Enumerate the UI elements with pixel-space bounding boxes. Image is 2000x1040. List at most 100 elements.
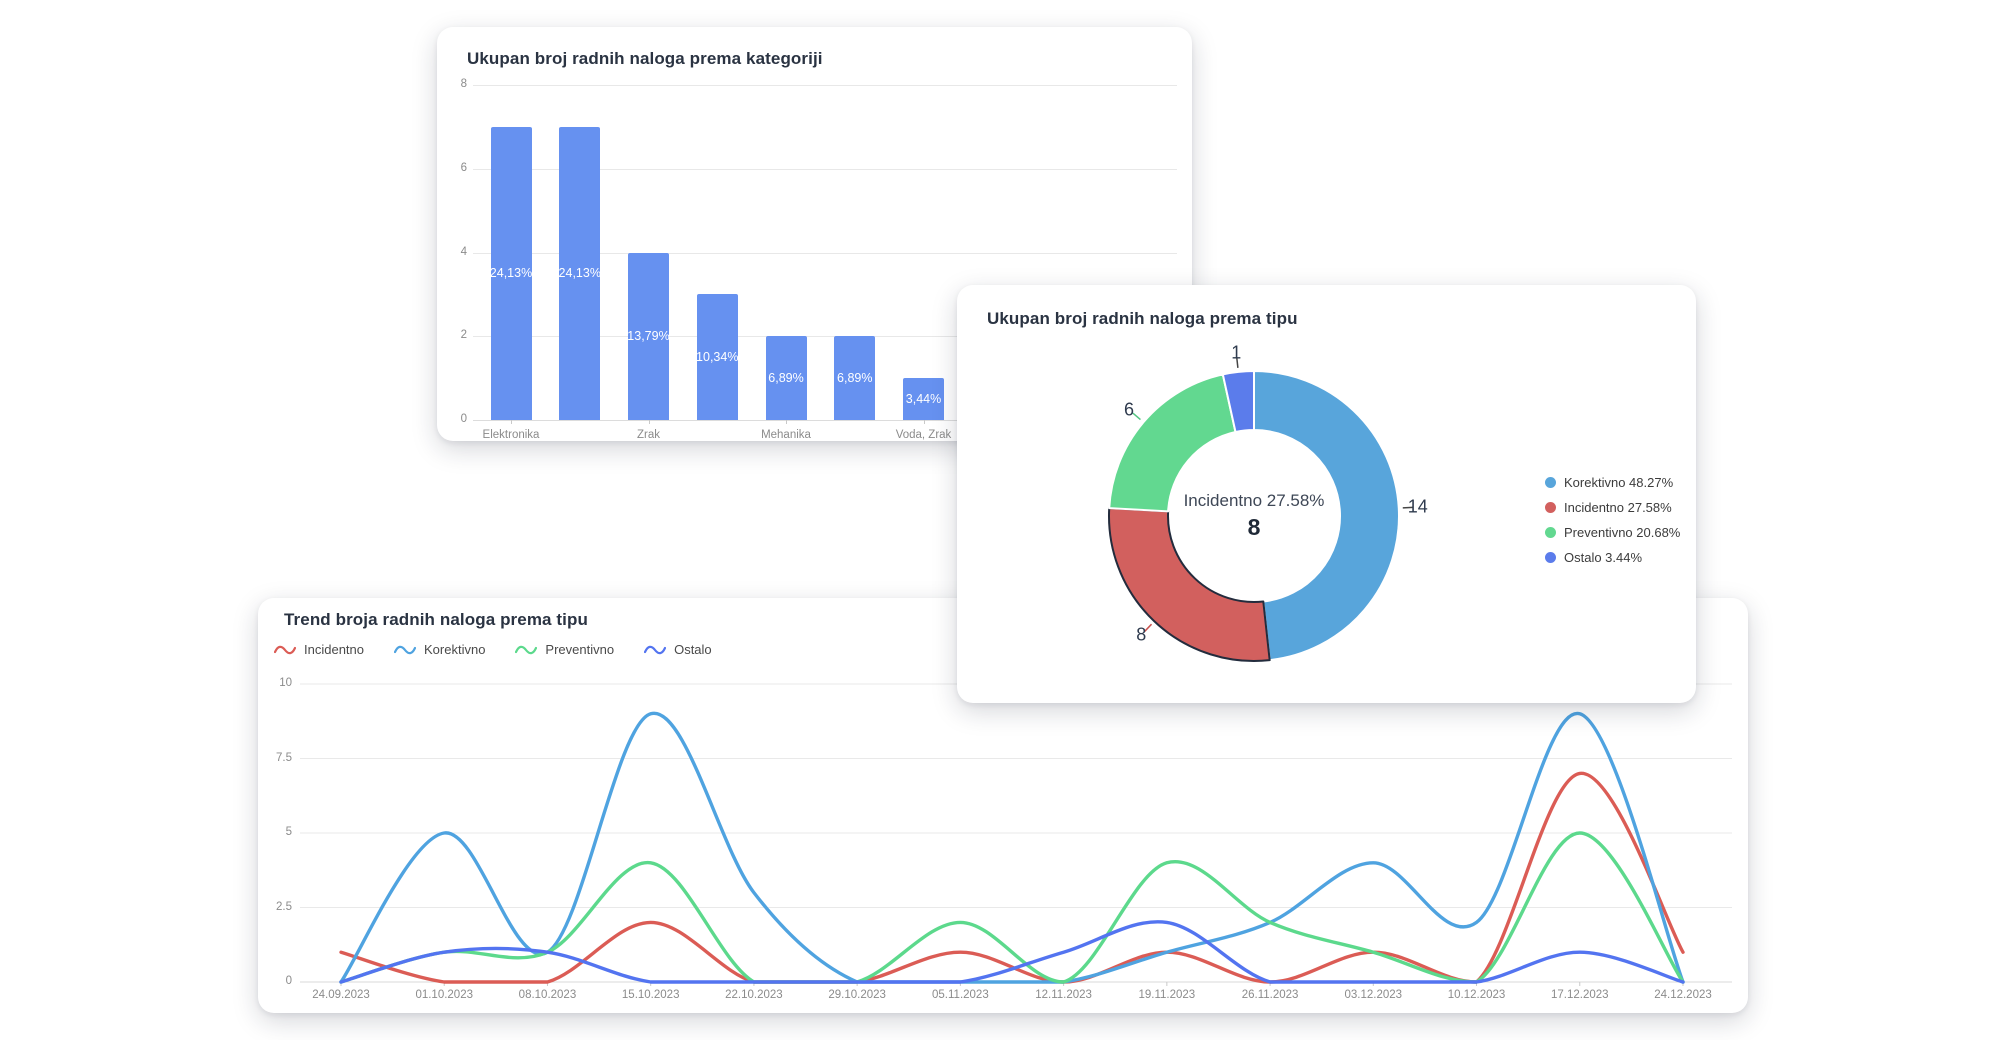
bar[interactable]: 6,89% (765, 336, 807, 420)
x-axis-tick (648, 420, 650, 424)
series-line-korektivno[interactable] (339, 711, 1685, 984)
bar[interactable]: 13,79% (627, 252, 670, 420)
donut-svg (1108, 357, 1413, 662)
wave-path (644, 645, 667, 654)
legend-dot (1545, 477, 1556, 488)
slice-leader-line (1132, 412, 1141, 421)
y-axis-tick-label: 8 (460, 78, 467, 90)
bar-value-label: 3,44% (905, 392, 942, 407)
legend-item-korektivno[interactable]: Korektivno 48.27% (1545, 475, 1680, 490)
wave-path (394, 645, 416, 654)
x-axis-category-label: Voda, Zrak (895, 429, 952, 441)
x-axis-date-label: 26.11.2023 (1241, 989, 1299, 1001)
donut-slice-incidentno[interactable] (1108, 507, 1271, 662)
line-chart-title: Trend broja radnih naloga prema tipu (284, 610, 588, 629)
x-axis-tick (786, 420, 787, 424)
legend-item-label: Preventivno (545, 642, 615, 657)
x-axis-date-label: 19.11.2023 (1138, 989, 1196, 1001)
x-axis-tick (511, 420, 512, 424)
donut-legend: Korektivno 48.27% Incidentno 27.58% Preven… (1545, 475, 1680, 565)
bar-value-label: 24,13% (558, 266, 601, 281)
legend-item-incidentno[interactable]: Incidentno 27.58% (1545, 500, 1680, 515)
legend-item-label: Ostalo (674, 642, 712, 657)
donut-slice-value-label: 8 (1136, 624, 1147, 645)
legend-item-preventivno[interactable]: Preventivno 20.68% (1545, 525, 1680, 540)
x-axis-tick (923, 420, 925, 424)
legend-item-label: Korektivno (424, 642, 486, 657)
y-axis-tick-label: 0 (460, 413, 467, 425)
bar-value-label: 6,89% (837, 371, 873, 386)
legend-item-ostalo[interactable]: Ostalo (644, 642, 712, 657)
bar-chart-card: Ukupan broj radnih naloga prema kategori… (437, 27, 1192, 441)
bar-value-label: 24,13% (489, 266, 533, 281)
donut-slice-value-label: 6 (1123, 399, 1135, 420)
gridline (473, 420, 1177, 421)
donut-center-value: 8 (1247, 514, 1261, 540)
y-axis-tick-label: 7.5 (276, 751, 292, 764)
gridline (473, 85, 1177, 86)
bar-chart-plot: 8 6 4 2 0 24,13% Elektronika 24,13% 13,79% Zrak 10… (437, 27, 1192, 441)
gridline (473, 252, 1177, 254)
x-axis-category-label: Zrak (637, 429, 660, 441)
donut-chart-title: Ukupan broj radnih naloga prema tipu (987, 309, 1298, 328)
bar-value-label: 13,79% (627, 329, 670, 344)
donut-slice-value-label: 1 (1231, 342, 1242, 363)
y-axis-tick-label: 10 (279, 677, 292, 689)
legend-item-label: Ostalo 3.44% (1564, 550, 1643, 565)
legend-item-label: Incidentno 27.58% (1564, 500, 1672, 515)
line-chart-legend: Incidentno Korektivno Preventivno Ostalo (274, 642, 712, 657)
y-axis-tick-label: 6 (460, 161, 467, 174)
slice-leader-line (1236, 357, 1239, 368)
bar[interactable]: 3,44% (903, 378, 944, 420)
x-axis-date-label: 10.12.2023 (1447, 989, 1506, 1001)
x-axis-date-label: 05.11.2023 (932, 989, 989, 1001)
legend-item-incidentno[interactable]: Incidentno (274, 642, 364, 657)
bar[interactable]: 10,34% (696, 294, 739, 420)
bar[interactable]: 6,89% (834, 336, 876, 420)
y-axis-tick-label: 5 (285, 826, 292, 838)
legend-dot (1545, 552, 1556, 563)
wave-line-icon (274, 645, 296, 654)
x-axis-date-label: 24.12.2023 (1654, 989, 1712, 1001)
wave-line-icon (644, 645, 667, 654)
line-chart-plot: 10 7.5 5 2.5 0 24.09.2023 01.10.2023 08.10.2023… (258, 598, 1748, 1013)
legend-dot (1545, 502, 1556, 513)
y-axis-tick-label: 2.5 (276, 900, 292, 913)
donut-slice-korektivno[interactable] (1253, 370, 1400, 662)
legend-item-label: Korektivno 48.27% (1564, 475, 1674, 490)
donut-slice-value-label: 14 (1407, 496, 1428, 517)
x-axis-date-label: 24.09.2023 (312, 989, 370, 1001)
legend-item-korektivno[interactable]: Korektivno (394, 642, 485, 657)
x-axis-date-label: 03.12.2023 (1344, 989, 1403, 1001)
gridline (473, 336, 1177, 338)
x-axis-category-label: Mehanika (761, 429, 811, 441)
y-axis-tick-label: 4 (460, 245, 467, 258)
wave-path (515, 645, 538, 654)
line-chart-svg (300, 683, 1732, 986)
bar[interactable]: 24,13% (558, 126, 601, 420)
series-line-ostalo[interactable] (339, 920, 1685, 984)
slice-leader-line (1144, 623, 1153, 632)
wave-line-icon (515, 645, 538, 654)
legend-dot (1545, 527, 1556, 538)
wave-line-icon (394, 645, 416, 654)
legend-item-label: Incidentno (304, 642, 364, 657)
x-axis-date-label: 17.12.2023 (1550, 989, 1609, 1001)
slice-leader-line (1402, 506, 1413, 509)
bar-value-label: 6,89% (768, 371, 804, 386)
x-axis-date-label: 12.11.2023 (1035, 989, 1092, 1001)
wave-path (274, 645, 296, 654)
legend-item-ostalo[interactable]: Ostalo 3.44% (1545, 550, 1680, 565)
x-axis-date-label: 01.10.2023 (415, 989, 473, 1001)
x-axis-date-label: 29.10.2023 (828, 989, 886, 1001)
legend-item-preventivno[interactable]: Preventivno (515, 642, 614, 657)
bar-value-label: 10,34% (696, 350, 739, 365)
bar[interactable]: 24,13% (489, 126, 533, 420)
legend-item-label: Preventivno 20.68% (1564, 525, 1681, 540)
y-axis-tick-label: 2 (460, 329, 467, 342)
donut-chart-plot: 14 8 6 1 (957, 285, 1696, 703)
x-axis-date-label: 08.10.2023 (518, 989, 577, 1001)
x-axis-date-label: 15.10.2023 (621, 989, 680, 1001)
donut-slice-ostalo[interactable] (1221, 370, 1255, 434)
series-line-preventivno[interactable] (339, 831, 1685, 984)
